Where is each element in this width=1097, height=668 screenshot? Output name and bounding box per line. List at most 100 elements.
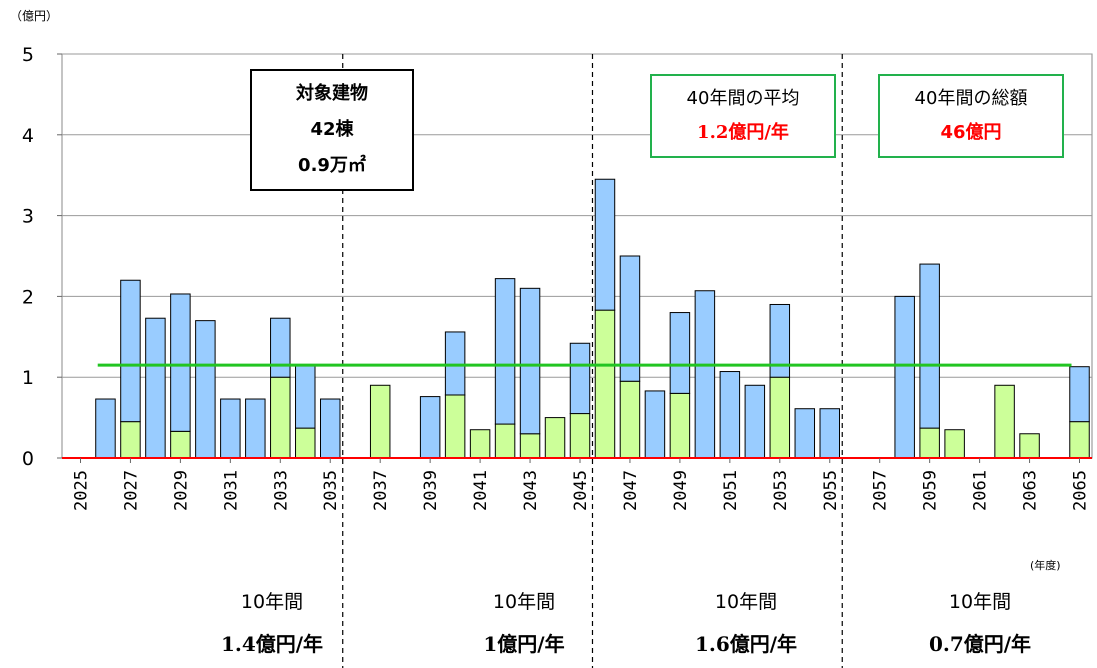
bar-segment <box>444 394 466 459</box>
x-tick-label: 2039 <box>421 470 441 511</box>
bar-segment <box>619 380 641 459</box>
x-tick-label: 2063 <box>1021 470 1041 511</box>
period-label: 10年間 <box>492 591 556 613</box>
bar-segment <box>1069 421 1090 459</box>
x-tick-label: 2045 <box>571 470 591 511</box>
bar-segment <box>919 427 940 459</box>
x-tick-label: 2049 <box>671 470 691 511</box>
bar-segment <box>320 398 341 459</box>
bar-segment <box>794 408 816 459</box>
period-summary-3: 10年間 1.6億円/年 <box>666 587 826 657</box>
period-value: 1.6億円/年 <box>694 632 798 656</box>
total-box: 40年間の総額 46億円 <box>878 74 1064 158</box>
bar-segment <box>594 309 616 459</box>
bar-segment <box>769 303 791 378</box>
x-tick-label: 2025 <box>71 470 91 511</box>
y-tick-label: 0 <box>22 448 34 470</box>
average-value: 1.2億円/年 <box>697 122 789 143</box>
bar-segment <box>494 278 516 425</box>
y-tick-label: 5 <box>22 44 34 66</box>
x-tick-label: 2051 <box>721 470 741 511</box>
bar-segment <box>569 413 591 459</box>
total-label: 40年間の総額 <box>914 88 1028 109</box>
bar-segment <box>694 290 716 459</box>
x-tick-label: 2043 <box>521 470 541 511</box>
x-tick-label: 2055 <box>821 470 841 511</box>
x-tick-label: 2041 <box>471 470 491 511</box>
bar-segment <box>195 320 216 459</box>
target-title: 対象建物 <box>296 83 368 104</box>
x-tick-label: 2047 <box>621 470 641 511</box>
y-tick-label: 3 <box>22 206 34 228</box>
period-label: 10年間 <box>240 591 304 613</box>
period-summary-4: 10年間 0.7億円/年 <box>900 587 1060 657</box>
bar-segment <box>444 331 466 396</box>
bar-segment <box>769 376 791 459</box>
target-count: 42棟 <box>310 119 354 140</box>
x-unit-label: (年度) <box>1030 559 1061 572</box>
bar-segment <box>519 433 541 459</box>
period-value: 0.7億円/年 <box>928 632 1032 656</box>
bar-segment <box>744 384 766 459</box>
x-tick-label: 2031 <box>221 470 241 511</box>
target-building-box: 対象建物 42棟 0.9万㎡ <box>250 69 414 191</box>
bar-segment <box>145 317 166 459</box>
bar-segment <box>170 293 191 432</box>
y-tick-label: 2 <box>22 286 34 308</box>
bar-segment <box>719 371 741 459</box>
bar-segment <box>1019 433 1040 459</box>
x-tick-label: 2061 <box>971 470 991 511</box>
x-tick-label: 2027 <box>121 470 141 511</box>
y-unit-label: （億円） <box>10 9 59 23</box>
period-label: 10年間 <box>714 591 778 613</box>
period-value: 1億円/年 <box>483 632 565 656</box>
bar-segment <box>120 421 141 459</box>
bar-segment <box>919 263 940 429</box>
x-tick-label: 2053 <box>771 470 791 511</box>
bar-segment <box>494 423 516 459</box>
x-tick-label: 2059 <box>921 470 941 511</box>
total-value: 46億円 <box>940 122 1002 143</box>
bar-segment <box>469 429 491 459</box>
x-tick-label: 2057 <box>871 470 891 511</box>
x-tick-label: 2065 <box>1071 470 1091 511</box>
bar-segment <box>419 396 441 459</box>
y-tick-label: 4 <box>22 125 34 147</box>
bar-segment <box>270 317 291 378</box>
bar-segment <box>994 384 1015 459</box>
bar-segment <box>220 398 241 459</box>
bar-segment <box>819 408 840 459</box>
bar-segment <box>594 178 616 311</box>
bar-segment <box>544 417 566 459</box>
x-tick-label: 2033 <box>271 470 291 511</box>
period-label: 10年間 <box>948 591 1012 613</box>
bar-segment <box>644 390 666 459</box>
bar-segment <box>369 384 391 459</box>
x-tick-label: 2035 <box>321 470 341 511</box>
bar-segment <box>270 376 291 459</box>
bar-segment <box>519 287 541 435</box>
period-summary-2: 10年間 1億円/年 <box>444 587 604 657</box>
target-area: 0.9万㎡ <box>298 155 366 176</box>
bar-segment <box>669 312 691 394</box>
bar-segment <box>170 430 191 459</box>
bar-segment <box>95 398 116 459</box>
period-summary-1: 10年間 1.4億円/年 <box>192 587 352 657</box>
period-value: 1.4億円/年 <box>220 632 324 656</box>
bar-segment <box>569 342 591 415</box>
bar-segment <box>245 398 266 459</box>
y-tick-label: 1 <box>22 367 34 389</box>
bar-segment <box>1069 366 1090 423</box>
bar-segment <box>669 392 691 459</box>
x-tick-label: 2029 <box>171 470 191 511</box>
bar-segment <box>295 365 316 429</box>
bar-segment <box>295 427 316 459</box>
bar-segment <box>944 429 965 459</box>
bar-segment <box>619 255 641 382</box>
bar-segment <box>120 279 141 423</box>
x-tick-label: 2037 <box>371 470 391 511</box>
average-box: 40年間の平均 1.2億円/年 <box>650 74 836 158</box>
bar-segment <box>894 295 915 459</box>
average-label: 40年間の平均 <box>686 88 800 109</box>
